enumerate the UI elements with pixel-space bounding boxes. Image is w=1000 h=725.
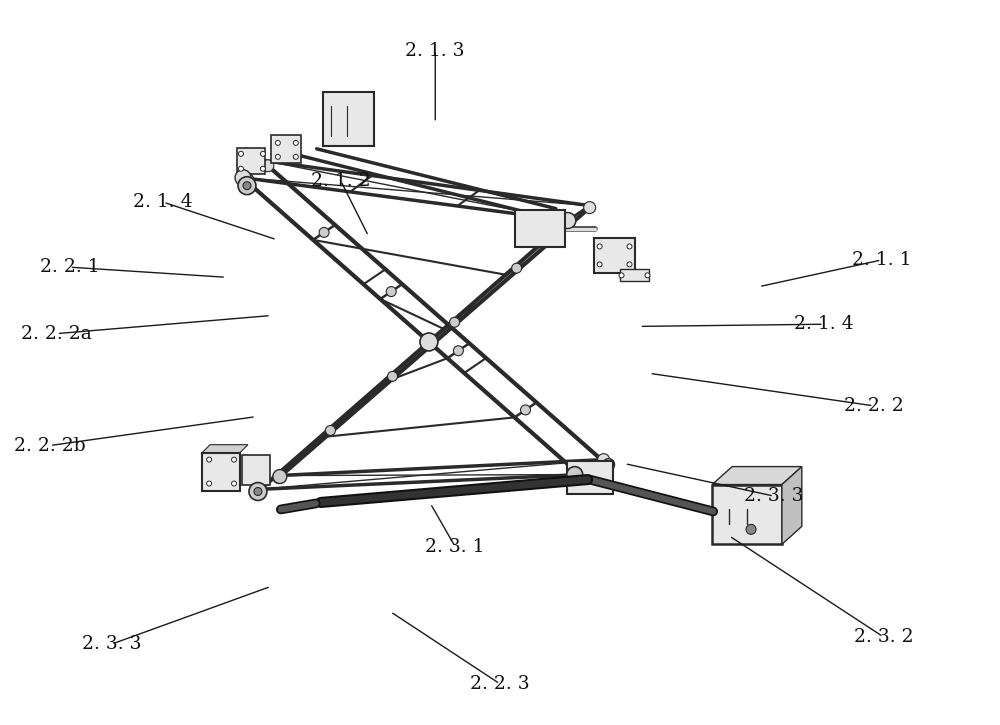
Text: 2. 2. 2b: 2. 2. 2b — [14, 436, 86, 455]
Circle shape — [597, 244, 602, 249]
Text: 2. 1. 1: 2. 1. 1 — [852, 251, 911, 269]
Circle shape — [254, 487, 262, 495]
Circle shape — [603, 459, 615, 471]
Text: 2. 1. 4: 2. 1. 4 — [133, 193, 193, 211]
Circle shape — [232, 481, 237, 486]
Circle shape — [645, 273, 650, 278]
Bar — [242, 455, 270, 484]
Circle shape — [260, 152, 265, 157]
Circle shape — [207, 457, 212, 462]
Circle shape — [560, 212, 576, 228]
Circle shape — [574, 468, 590, 484]
Circle shape — [207, 481, 212, 486]
Circle shape — [260, 166, 265, 171]
Text: 2. 3. 1: 2. 3. 1 — [425, 538, 485, 555]
Circle shape — [420, 333, 438, 351]
Circle shape — [746, 524, 756, 534]
Circle shape — [512, 263, 522, 273]
Circle shape — [627, 262, 632, 267]
Circle shape — [584, 202, 596, 214]
Polygon shape — [202, 444, 248, 452]
Circle shape — [238, 173, 254, 188]
Circle shape — [293, 154, 298, 160]
Circle shape — [627, 244, 632, 249]
Circle shape — [619, 273, 624, 278]
Text: 2. 1. 4: 2. 1. 4 — [794, 315, 854, 334]
Circle shape — [521, 405, 530, 415]
Bar — [515, 210, 565, 247]
Bar — [237, 148, 265, 174]
Polygon shape — [782, 467, 802, 544]
Bar — [567, 460, 613, 494]
Text: 2. 1. 3: 2. 1. 3 — [405, 41, 465, 59]
Circle shape — [250, 484, 266, 500]
Circle shape — [275, 154, 280, 160]
Text: 2. 2. 2a: 2. 2. 2a — [21, 325, 92, 343]
Circle shape — [275, 141, 280, 145]
Circle shape — [560, 212, 576, 228]
Circle shape — [262, 160, 274, 172]
Circle shape — [238, 177, 256, 194]
Bar — [323, 91, 374, 146]
Text: 2. 2. 2: 2. 2. 2 — [844, 397, 903, 415]
Text: 2. 2. 3: 2. 2. 3 — [470, 675, 530, 693]
Bar — [712, 484, 782, 544]
Polygon shape — [712, 467, 802, 484]
Bar — [594, 238, 635, 273]
Bar — [620, 270, 649, 281]
Text: 2. 3. 3: 2. 3. 3 — [744, 487, 804, 505]
Text: 2. 2. 1: 2. 2. 1 — [40, 258, 99, 276]
Circle shape — [239, 166, 243, 171]
Circle shape — [597, 262, 602, 267]
Circle shape — [273, 470, 287, 484]
Circle shape — [574, 467, 590, 483]
Circle shape — [386, 286, 396, 297]
Circle shape — [232, 457, 237, 462]
Circle shape — [243, 182, 251, 190]
Text: 2. 1. 2: 2. 1. 2 — [311, 172, 370, 189]
Circle shape — [235, 170, 251, 186]
Bar — [271, 135, 301, 163]
Circle shape — [293, 141, 298, 145]
Circle shape — [567, 467, 583, 483]
Circle shape — [239, 152, 243, 157]
Circle shape — [325, 426, 335, 436]
Circle shape — [249, 483, 267, 500]
Circle shape — [598, 454, 610, 465]
Circle shape — [450, 318, 460, 327]
Text: 2. 3. 2: 2. 3. 2 — [854, 628, 913, 646]
Circle shape — [598, 455, 610, 468]
Circle shape — [319, 228, 329, 237]
Bar — [202, 452, 240, 491]
Circle shape — [388, 371, 397, 381]
Circle shape — [453, 346, 463, 356]
Circle shape — [273, 471, 285, 484]
Text: 2. 3. 3: 2. 3. 3 — [82, 635, 141, 653]
